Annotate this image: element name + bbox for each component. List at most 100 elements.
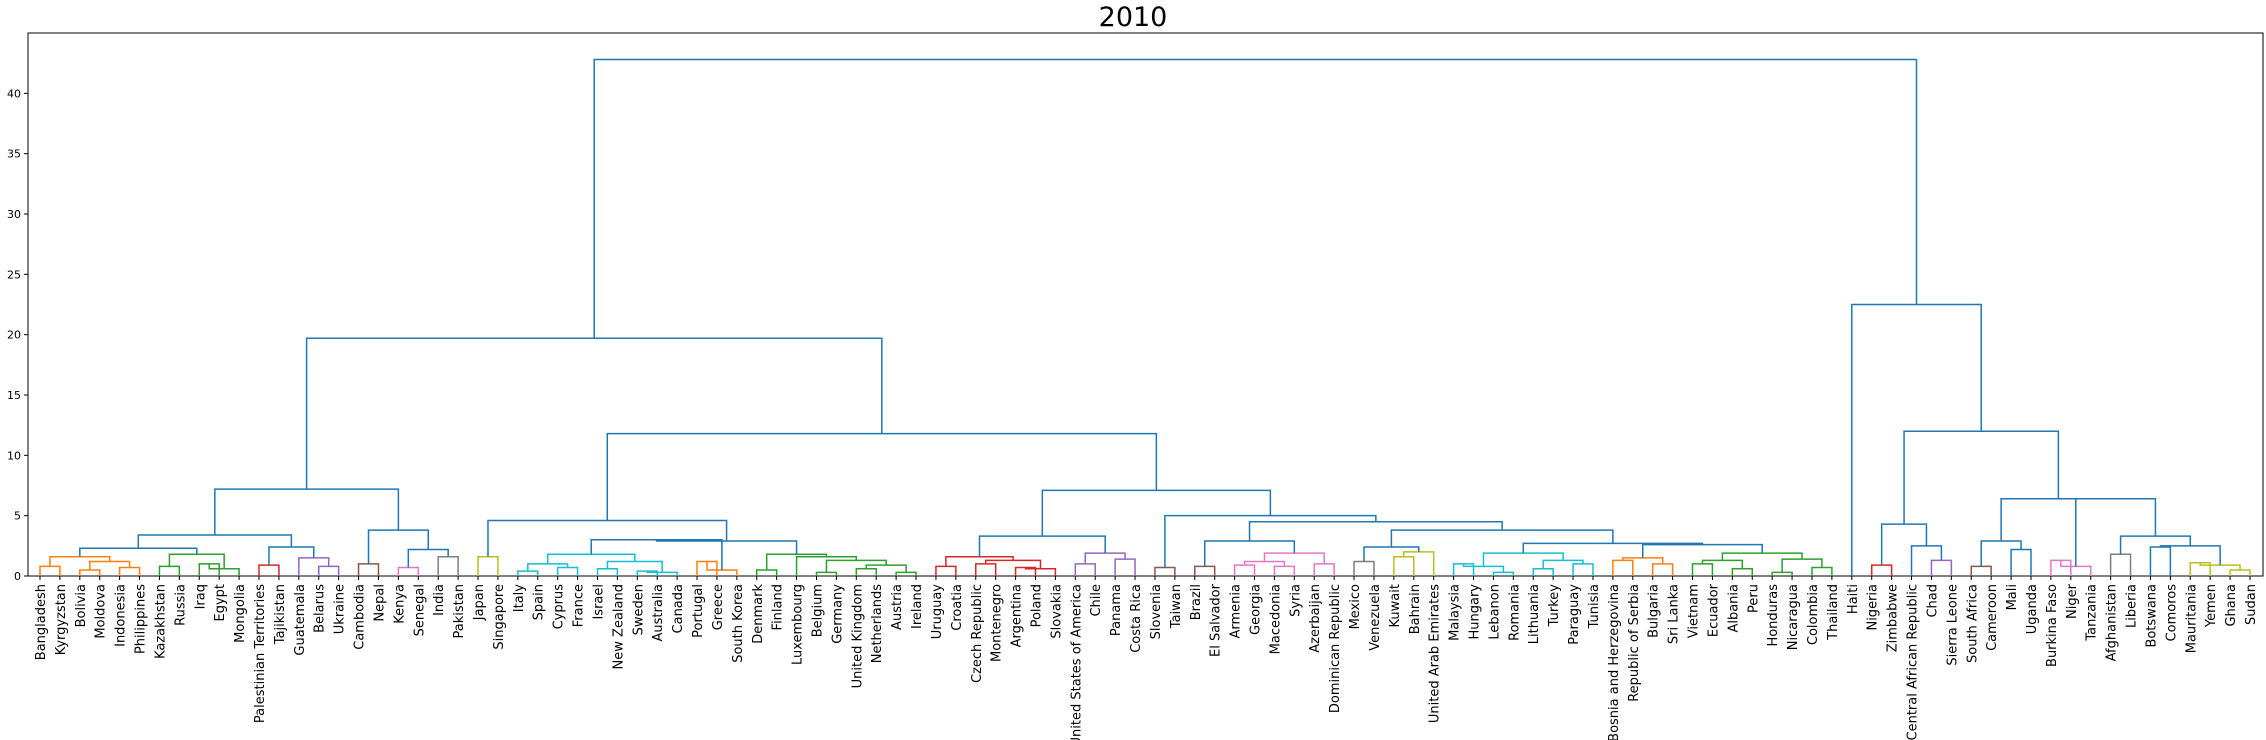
- leaf-label: Indonesia: [114, 584, 129, 647]
- leaf-label: Belarus: [313, 584, 328, 633]
- dendrogram-link: [305, 337, 883, 490]
- dendrogram-link: [1771, 571, 1793, 576]
- leaf-label: Iraq: [193, 584, 208, 609]
- dendrogram-link: [1980, 540, 2022, 567]
- leaf-label: Lithuania: [1527, 584, 1542, 644]
- dendrogram-link: [1642, 543, 1763, 558]
- leaf-label: Chile: [1089, 584, 1104, 617]
- dendrogram-link: [2060, 560, 2092, 576]
- y-tick-label: 35: [7, 148, 21, 161]
- dendrogram-link: [1452, 563, 1475, 576]
- dendrogram-link: [935, 565, 957, 576]
- leaf-label: South Korea: [731, 584, 746, 663]
- leaf-label: Guatemala: [293, 584, 308, 656]
- dendrogram-link: [1462, 563, 1505, 573]
- plot-frame: [27, 32, 2264, 577]
- dendrogram-link: [1781, 558, 1823, 573]
- dendrogram-link: [815, 571, 838, 576]
- dendrogram-link: [1390, 529, 1614, 548]
- dendrogram-link: [1880, 523, 1928, 566]
- leaf-label: Moldova: [94, 584, 109, 639]
- leaf-label: Yemen: [2204, 584, 2219, 628]
- leaf-label: Kyrgyzstan: [54, 584, 69, 655]
- dendrogram-links: [39, 58, 2251, 576]
- leaf-label: Nepal: [372, 584, 387, 622]
- dendrogram-link: [546, 553, 636, 564]
- dendrogram-link: [1164, 514, 1377, 568]
- leaf-label: Russia: [173, 584, 188, 626]
- y-tick-label: 15: [7, 389, 21, 402]
- dendrogram-link: [317, 565, 340, 576]
- leaf-label: Afghanistan: [2105, 584, 2120, 661]
- dendrogram-link: [1532, 568, 1554, 576]
- leaf-label: Sri Lanka: [1667, 584, 1682, 644]
- leaf-label: Slovenia: [1149, 584, 1164, 639]
- leaf-label: Bulgaria: [1647, 584, 1662, 638]
- dendrogram-link: [1273, 565, 1296, 576]
- dendrogram-link: [1313, 563, 1335, 576]
- leaf-label: United Arab Emirates: [1428, 584, 1443, 723]
- leaf-label: Belgium: [810, 584, 825, 637]
- leaf-label: Sweden: [631, 584, 646, 635]
- leaf-label: Slovakia: [1049, 584, 1064, 639]
- dendrogram-link: [437, 555, 459, 576]
- y-tick-label: 30: [7, 208, 21, 221]
- leaf-label: Syria: [1288, 584, 1303, 617]
- leaf-label: Paraguay: [1567, 584, 1582, 645]
- leaf-label: Haiti: [1846, 584, 1861, 614]
- leaf-label: Italy: [512, 584, 527, 613]
- leaf-label: Canada: [671, 584, 686, 633]
- leaf-label: Uganda: [2025, 584, 2040, 634]
- leaf-label: Kenya: [392, 584, 407, 624]
- dendrogram-link: [2149, 546, 2172, 576]
- leaf-label: Germany: [830, 584, 845, 644]
- dendrogram-link: [2050, 559, 2072, 576]
- dendrogram-link: [2010, 548, 2032, 576]
- dendrogram-link: [1353, 560, 1375, 576]
- leaf-labels: Bangladesh Kyrgyzstan Bolivia Moldova Indone…: [34, 576, 2259, 740]
- leaf-label: Lebanon: [1487, 584, 1502, 640]
- dendrogram-link: [1024, 567, 1057, 576]
- leaf-label: Mongolia: [233, 584, 248, 643]
- dendrogram-link: [1403, 551, 1435, 576]
- dendrogram-link: [89, 560, 131, 570]
- dendrogram-link: [1154, 566, 1176, 576]
- dendrogram-link: [158, 565, 181, 576]
- leaf-label: France: [572, 584, 587, 627]
- dendrogram-link: [397, 566, 420, 576]
- leaf-label: Mali: [2005, 584, 2020, 610]
- dendrogram-link: [1651, 563, 1674, 576]
- leaf-label: United Kingdom: [850, 584, 865, 688]
- dendrogram-link: [606, 432, 1158, 521]
- leaf-label: Singapore: [492, 584, 507, 650]
- dendrogram-link: [477, 555, 499, 576]
- leaf-label: Bolivia: [74, 584, 89, 627]
- leaf-label: Colombia: [1806, 584, 1821, 645]
- chart-title: 2010: [1098, 2, 1168, 33]
- dendrogram-link: [1263, 552, 1325, 564]
- leaf-label: Mauritania: [2184, 584, 2199, 653]
- leaf-label: Greece: [711, 584, 726, 630]
- dendrogram-link: [517, 570, 539, 576]
- dendrogram-link: [1903, 430, 2060, 525]
- leaf-label: Cameroon: [1985, 584, 2000, 651]
- dendrogram-link: [975, 563, 997, 576]
- leaf-label: Cyprus: [552, 584, 567, 630]
- leaf-label: Thailand: [1826, 584, 1841, 641]
- leaf-label: Kuwait: [1388, 584, 1403, 627]
- leaf-label: Armenia: [1229, 584, 1244, 639]
- leaf-label: Argentina: [1010, 584, 1025, 647]
- dendrogram-link: [79, 547, 198, 557]
- dendrogram-link: [1492, 571, 1515, 576]
- leaf-label: Japan: [472, 584, 487, 621]
- leaf-label: Honduras: [1766, 584, 1781, 647]
- leaf-label: Dominican Republic: [1328, 584, 1343, 713]
- leaf-label: Spain: [532, 584, 547, 620]
- leaf-label: Macedonia: [1268, 584, 1283, 654]
- dendrogram-link: [1014, 566, 1037, 576]
- dendrogram-link: [2109, 553, 2132, 576]
- leaf-label: Niger: [2065, 583, 2080, 619]
- leaf-label: Georgia: [1249, 584, 1264, 635]
- leaf-label: Sierra Leone: [1945, 584, 1960, 666]
- leaf-label: Albania: [1726, 584, 1741, 633]
